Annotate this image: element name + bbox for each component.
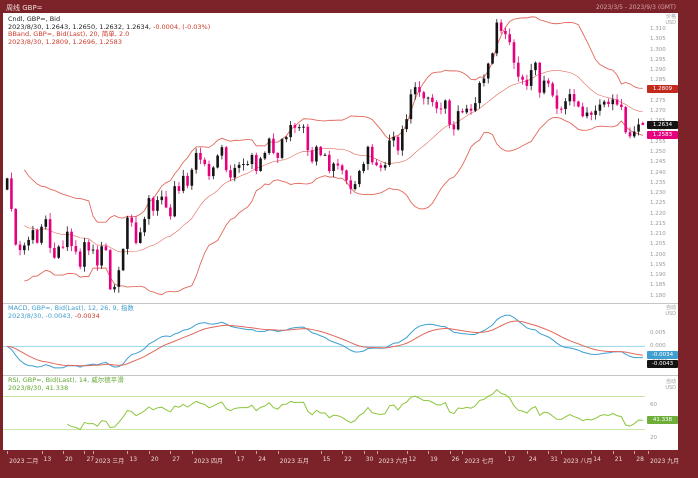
time-axis-tick bbox=[84, 451, 86, 454]
time-axis-tick bbox=[363, 451, 365, 454]
macd-legend: MACD, GBP=, Bid(Last), 12, 26, 9, 指数 202… bbox=[8, 304, 134, 321]
price-tag: 1.2809 bbox=[647, 84, 678, 93]
main-axis-header: 价格 USD bbox=[643, 14, 676, 26]
rsi-legend: RSI, GBP=, Bid(Last), 14, 威尔德平滑 2023/8/3… bbox=[8, 376, 124, 392]
time-axis-tick bbox=[127, 451, 129, 454]
main-axis-scale-label: 价格 bbox=[665, 14, 676, 20]
time-axis-tick bbox=[591, 451, 593, 454]
macd-signal-value: -0.0034 bbox=[74, 311, 100, 320]
time-axis-label: 13 bbox=[129, 456, 138, 463]
time-axis-tick bbox=[277, 451, 279, 454]
time-axis-label: 24 bbox=[258, 456, 266, 463]
time-axis-tick bbox=[376, 451, 378, 454]
time-axis-tick bbox=[170, 451, 172, 454]
time-axis-tick bbox=[234, 451, 236, 454]
macd-axis-currency-label: USD bbox=[665, 311, 676, 317]
rsi-axis-currency-label: USD bbox=[665, 385, 676, 391]
time-axis-tick bbox=[256, 451, 258, 454]
time-axis-tick bbox=[62, 451, 64, 454]
time-axis-tick bbox=[41, 451, 43, 454]
time-axis-end-label: 2023 九月 bbox=[650, 458, 680, 465]
time-axis-label: 19 bbox=[430, 456, 438, 463]
title-bar: 周线 GBP= 2023/3/5 - 2023/9/3 (GMT) bbox=[0, 0, 698, 13]
bband-values-line: 2023/8/30, 1.2809, 1.2696, 1.2583 bbox=[8, 37, 122, 46]
candle-change-value: -0.0004, (-0.03%) bbox=[152, 22, 211, 31]
time-axis-label: 2023 八月 bbox=[563, 458, 593, 465]
time-axis-label: 31 bbox=[550, 456, 558, 463]
chart-area[interactable]: 1.3101.3051.3001.2951.2901.2851.2801.275… bbox=[3, 13, 678, 450]
time-axis-tick bbox=[342, 451, 344, 454]
time-axis-label: 17 bbox=[507, 456, 516, 463]
main-axis-currency-label: USD bbox=[665, 20, 676, 26]
main-chart-legend: Cndl, GBP=, Bid 2023/8/30, 1.2643, 1.265… bbox=[8, 15, 211, 46]
time-axis-label: 26 bbox=[451, 456, 460, 463]
candle-values-line: 2023/8/30, 1.2643, 1.2650, 1.2632, 1.263… bbox=[8, 22, 211, 32]
time-axis-tick bbox=[505, 451, 507, 454]
rsi-axis-header: 自动 USD bbox=[643, 379, 676, 391]
macd-date: 2023/8/30, bbox=[8, 311, 44, 320]
chart-date-range: 2023/3/5 - 2023/9/3 (GMT) bbox=[596, 3, 676, 11]
rsi-axis-scale-label: 自动 bbox=[665, 379, 676, 385]
time-axis-label: 17 bbox=[236, 456, 245, 463]
time-axis-label: 14 bbox=[593, 456, 601, 463]
macd-value: -0.0043, bbox=[45, 311, 73, 320]
time-axis-label: 12 bbox=[408, 456, 417, 463]
rsi-tag: 41.338 bbox=[647, 416, 678, 425]
macd-values-line: 2023/8/30, -0.0043, -0.0034 bbox=[8, 311, 134, 321]
time-axis-tick bbox=[526, 451, 528, 454]
macd-tag: -0.0043 bbox=[647, 360, 678, 369]
time-axis-label: 2023 七月 bbox=[464, 458, 494, 465]
time-axis-tick bbox=[449, 451, 451, 454]
time-axis-label: 2023 五月 bbox=[279, 458, 309, 465]
chart-canvas[interactable] bbox=[3, 13, 678, 450]
time-axis-tick bbox=[7, 451, 9, 454]
time-axis-tick bbox=[462, 451, 464, 454]
time-axis-label: 20 bbox=[150, 456, 159, 463]
time-axis-tick bbox=[406, 451, 408, 454]
price-tag: 1.2583 bbox=[647, 131, 678, 140]
time-axis-label: 2023 六月 bbox=[378, 458, 408, 465]
macd-series-label: MACD, GBP=, Bid(Last), 12, 26, 9, 指数 bbox=[8, 304, 134, 312]
time-axis-label: 24 bbox=[528, 456, 537, 463]
time-axis-label: 30 bbox=[365, 456, 374, 463]
time-axis-label: 28 bbox=[636, 456, 644, 463]
time-axis-label: 27 bbox=[86, 456, 95, 463]
time-axis-tick bbox=[191, 451, 193, 454]
time-axis-label: 2023 三月 bbox=[95, 458, 125, 465]
time-axis-label: 22 bbox=[344, 456, 352, 463]
macd-axis-scale-label: 自动 bbox=[665, 305, 676, 311]
time-axis-label: 20 bbox=[64, 456, 73, 463]
rsi-series-label: RSI, GBP=, Bid(Last), 14, 威尔德平滑 bbox=[8, 376, 124, 384]
time-axis-label: 13 bbox=[43, 456, 52, 463]
time-axis-tick bbox=[648, 451, 649, 454]
rsi-value-line: 2023/8/30, 41.338 bbox=[8, 383, 69, 392]
time-axis-label: 27 bbox=[172, 456, 180, 463]
time-axis-tick bbox=[634, 451, 636, 454]
price-tag: 1.2634 bbox=[647, 120, 678, 129]
time-axis-tick bbox=[428, 451, 430, 454]
bband-series-label: BBand, GBP=, Bid(Last), 20, 简单, 2.0 bbox=[8, 30, 130, 39]
candle-series-label: Cndl, GBP=, Bid bbox=[8, 15, 61, 23]
time-axis-label: 2023 二月 bbox=[9, 458, 39, 465]
macd-axis-header: 自动 USD bbox=[643, 305, 676, 317]
time-axis-label: 15 bbox=[322, 456, 331, 463]
candle-ohlc-values: 2023/8/30, 1.2643, 1.2650, 1.2632, 1.263… bbox=[8, 22, 151, 31]
time-axis-tick bbox=[93, 451, 95, 454]
chart-title: 周线 GBP= bbox=[6, 4, 43, 12]
time-axis-tick bbox=[148, 451, 150, 454]
macd-tag: -0.0034 bbox=[647, 351, 678, 360]
time-axis-tick bbox=[561, 451, 563, 454]
time-axis-tick bbox=[320, 451, 322, 454]
time-axis[interactable]: 2023 二月 13 20 27 2023 三月 13 20 27 2023 四月 17 24 202… bbox=[0, 450, 698, 478]
time-axis-label: 2023 四月 bbox=[193, 458, 224, 465]
time-axis-label: 21 bbox=[614, 456, 623, 463]
time-axis-tick bbox=[548, 451, 550, 454]
time-axis-tick bbox=[612, 451, 614, 454]
